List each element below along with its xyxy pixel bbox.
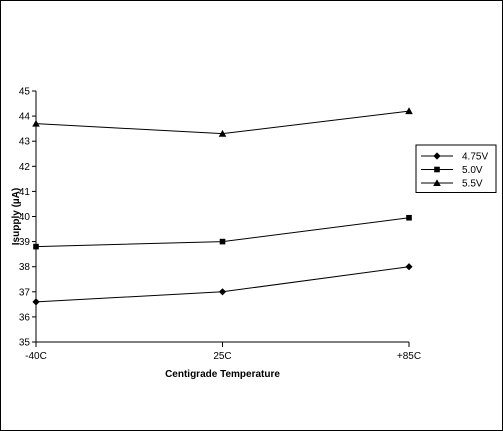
y-tick-label: 36 [19,312,31,323]
legend: 4.75V 5.0V 5.5V [415,144,497,193]
data-point [33,243,39,250]
series-line-0 [35,266,410,303]
y-axis-ticks: 35 36 37 38 39 40 41 42 43 44 45 [19,87,36,349]
series-markers [32,107,413,306]
y-tick-label: 35 [19,338,31,349]
data-point [405,107,413,115]
data-point [218,288,227,296]
y-tick-label: 45 [19,87,31,98]
y-tick-label: 43 [19,137,31,148]
y-tick-label: 39 [19,237,31,248]
y-axis-title: Isupply (µA) [11,188,22,245]
legend-swatch-marker [434,166,440,173]
legend-box [415,144,497,193]
legend-label: 5.0V [462,165,483,176]
axes [35,91,409,343]
data-point [32,298,40,306]
x-tick-label: -40C [25,351,47,362]
y-tick-label: 37 [19,287,31,298]
y-tick-label: 41 [19,187,31,198]
data-point [405,263,413,271]
data-point [219,238,226,245]
y-tick-label: 40 [19,212,31,223]
x-axis-title: Centigrade Temperature [165,369,280,380]
x-tick-label: +85C [397,351,421,362]
legend-label: 5.5V [462,179,483,190]
x-tick-label: 25C [213,351,231,362]
legend-swatch-marker [433,152,441,160]
data-point [406,214,412,221]
legend-swatch-marker [433,179,441,187]
data-point [218,129,227,137]
y-tick-label: 42 [19,162,31,173]
y-tick-label: 38 [19,262,31,273]
x-axis-ticks: -40C 25C +85C [25,342,421,362]
data-point [32,119,40,127]
y-tick-label: 44 [19,112,31,123]
legend-label: 4.75V [462,152,488,163]
series-lines [35,110,410,303]
